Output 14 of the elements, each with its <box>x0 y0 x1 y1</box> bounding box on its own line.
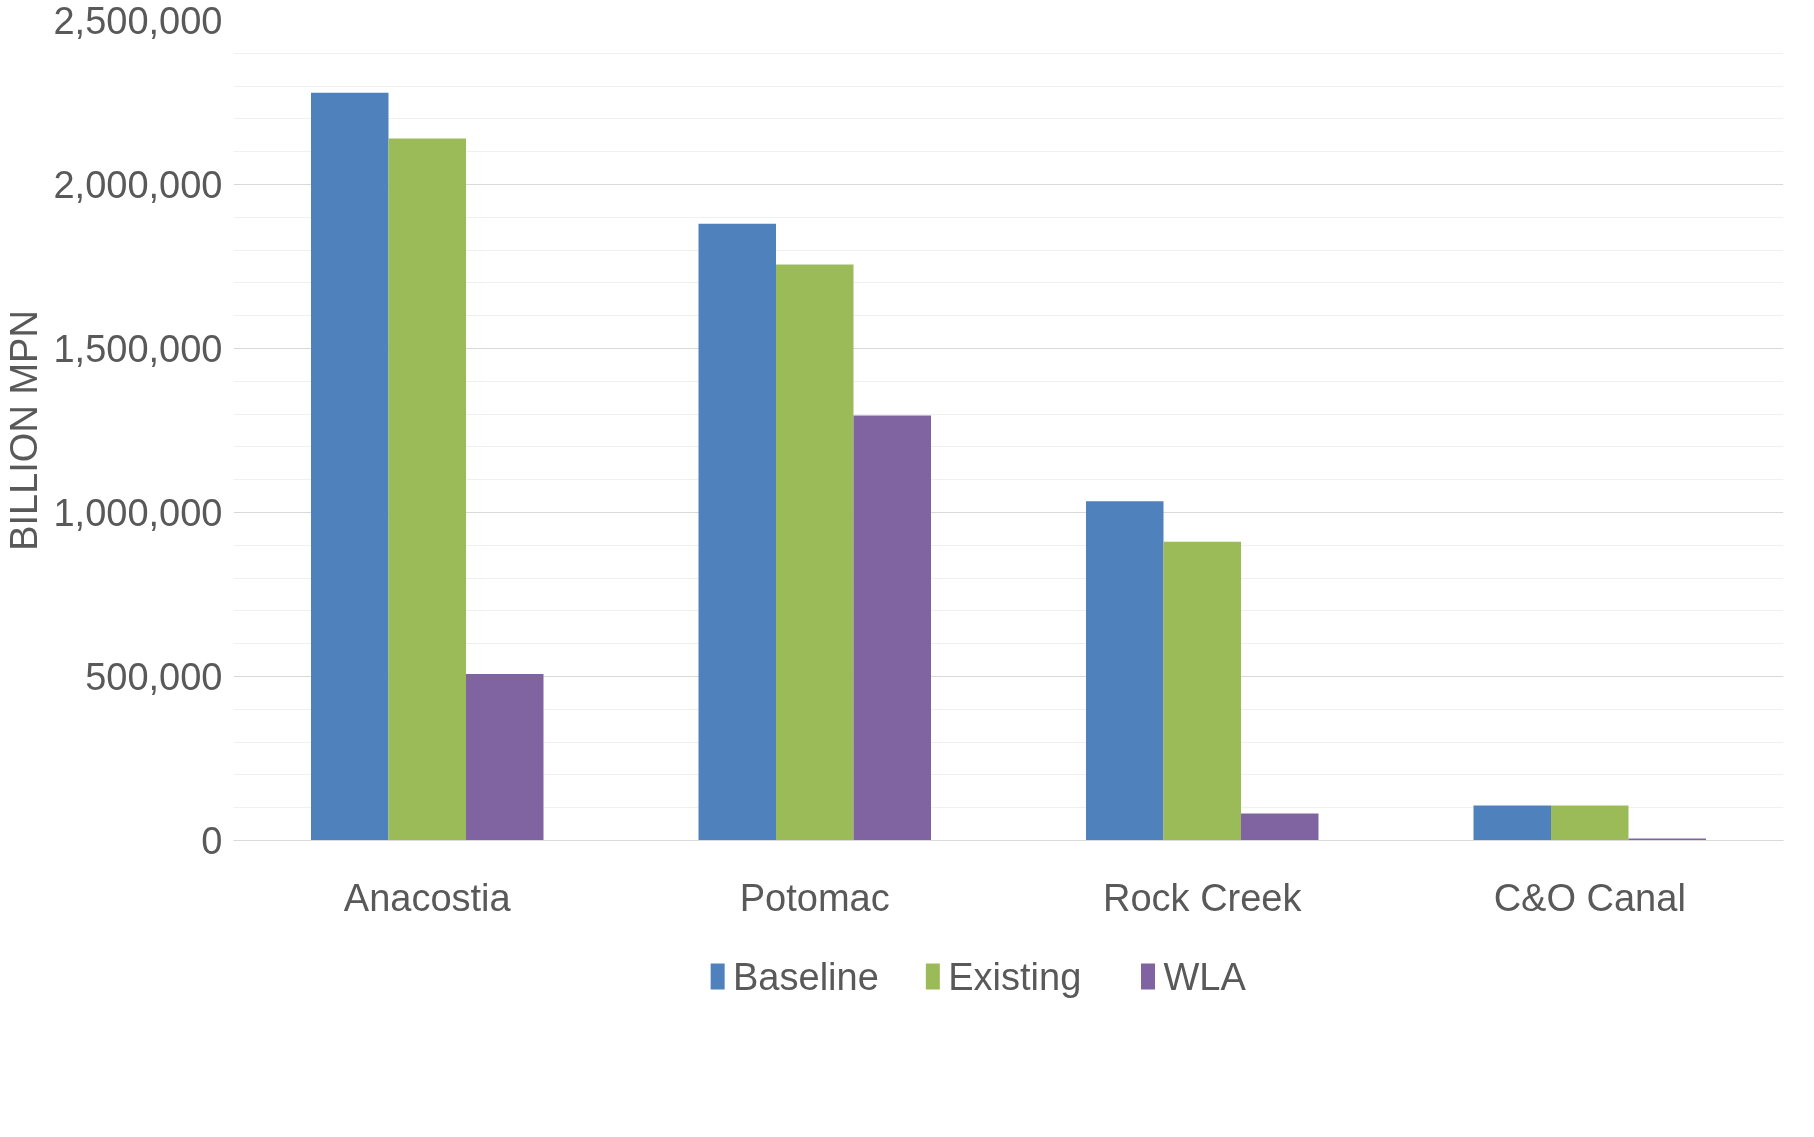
y-tick-label: 1,000,000 <box>53 492 223 534</box>
y-tick-label: 2,000,000 <box>53 164 223 206</box>
legend-label: WLA <box>1163 955 1247 998</box>
legend-label: Existing <box>948 955 1082 998</box>
y-tick-label: 2,500,000 <box>53 0 223 42</box>
y-tick-label: 500,000 <box>85 656 223 698</box>
legend-label: Baseline <box>733 955 879 998</box>
x-tick-label: C&O Canal <box>1493 876 1686 919</box>
x-tick-label: Anacostia <box>343 876 512 919</box>
y-tick-label: 1,500,000 <box>53 328 223 370</box>
y-tick-label: 0 <box>201 820 223 862</box>
y-axis-title: BILLION MPN <box>3 310 46 551</box>
x-tick-label: Potomac <box>739 876 890 919</box>
x-tick-label: Rock Creek <box>1103 876 1303 919</box>
